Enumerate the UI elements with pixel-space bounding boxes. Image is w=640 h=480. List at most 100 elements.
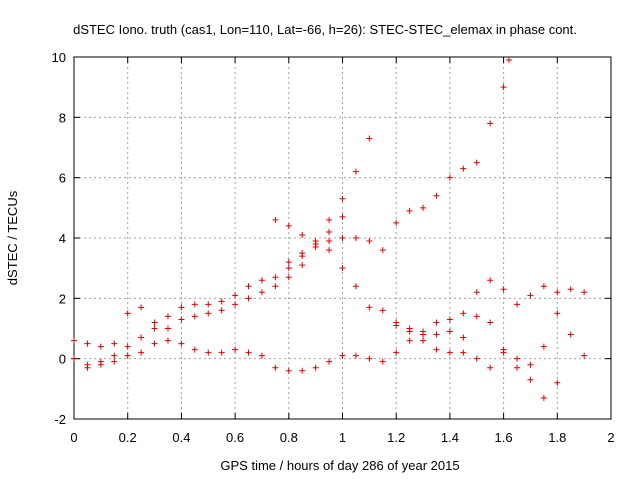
data-point (205, 301, 212, 308)
series-2 (71, 135, 373, 371)
data-point (178, 316, 185, 323)
data-point (379, 247, 386, 254)
data-point (326, 358, 333, 365)
y-tick-label: 0 (59, 352, 66, 367)
data-point (567, 331, 574, 338)
data-point (164, 313, 171, 320)
data-point (420, 337, 427, 344)
x-tick-label: 1.6 (495, 430, 513, 445)
data-point (379, 307, 386, 314)
x-axis-label: GPS time / hours of day 286 of year 2015 (220, 458, 459, 473)
series-3 (71, 277, 588, 374)
data-point (124, 343, 131, 350)
data-point (258, 289, 265, 296)
data-point (218, 298, 225, 305)
data-point (124, 352, 131, 359)
data-point (487, 277, 494, 284)
y-tick-label: 10 (52, 50, 66, 65)
data-point (71, 355, 77, 362)
data-point (527, 292, 534, 299)
data-point (446, 349, 453, 356)
data-point (433, 192, 440, 199)
data-point (473, 159, 480, 166)
data-point (339, 352, 346, 359)
x-tick-label: 1 (339, 430, 346, 445)
x-tick-label: 1.4 (441, 430, 459, 445)
data-point (299, 262, 306, 269)
data-point (178, 340, 185, 347)
y-tick-label: -2 (54, 412, 66, 427)
y-axis-ticks: -2 0 2 4 6 8 10 (52, 50, 611, 427)
data-point (554, 289, 561, 296)
x-tick-label: 2 (607, 430, 614, 445)
x-tick-label: 0.6 (226, 430, 244, 445)
data-point (540, 394, 547, 401)
x-tick-label: 0.8 (280, 430, 298, 445)
data-point (500, 346, 507, 353)
data-point (366, 135, 373, 142)
data-points (71, 57, 588, 401)
data-point (111, 340, 118, 347)
y-tick-label: 8 (59, 110, 66, 125)
data-point (514, 364, 521, 371)
data-point (191, 301, 198, 308)
series-1 (71, 213, 346, 368)
data-point (540, 343, 547, 350)
data-point (366, 304, 373, 311)
data-point (487, 120, 494, 127)
data-point (527, 361, 534, 368)
y-tick-label: 4 (59, 231, 66, 246)
x-tick-label: 1.8 (548, 430, 566, 445)
data-point (151, 319, 158, 326)
data-point (393, 219, 400, 226)
data-point (285, 222, 292, 229)
data-point (205, 349, 212, 356)
data-point (406, 325, 413, 332)
data-point (420, 204, 427, 211)
data-point (433, 346, 440, 353)
data-point (232, 346, 239, 353)
y-axis-label: dSTEC / TECUs (5, 190, 20, 285)
data-point (191, 313, 198, 320)
data-point (71, 337, 77, 344)
data-point (218, 349, 225, 356)
data-point (339, 265, 346, 272)
data-point (473, 289, 480, 296)
data-point (433, 319, 440, 326)
data-point (232, 292, 239, 299)
data-point (312, 364, 319, 371)
data-point (379, 358, 386, 365)
data-point (151, 325, 158, 332)
x-tick-label: 0.2 (119, 430, 137, 445)
data-point (178, 304, 185, 311)
data-point (487, 364, 494, 371)
data-point (312, 241, 319, 248)
data-point (124, 310, 131, 317)
series-4 (272, 216, 561, 401)
data-point (138, 304, 145, 311)
data-point (138, 349, 145, 356)
data-point (366, 355, 373, 362)
data-point (245, 295, 252, 302)
data-point (514, 301, 521, 308)
data-point (258, 352, 265, 359)
data-point (460, 165, 467, 172)
data-point (514, 355, 521, 362)
data-point (285, 274, 292, 281)
data-point (446, 328, 453, 335)
data-point (84, 364, 91, 371)
data-point (406, 207, 413, 214)
y-tick-label: 6 (59, 171, 66, 186)
data-point (151, 340, 158, 347)
data-point (473, 313, 480, 320)
data-point (339, 235, 346, 241)
data-point (487, 319, 494, 326)
data-point (97, 343, 104, 350)
data-point (326, 228, 333, 235)
data-point (339, 195, 346, 202)
data-point (245, 283, 252, 290)
data-point (460, 310, 467, 317)
data-point (460, 349, 467, 356)
data-point (299, 367, 306, 374)
data-point (460, 334, 467, 341)
